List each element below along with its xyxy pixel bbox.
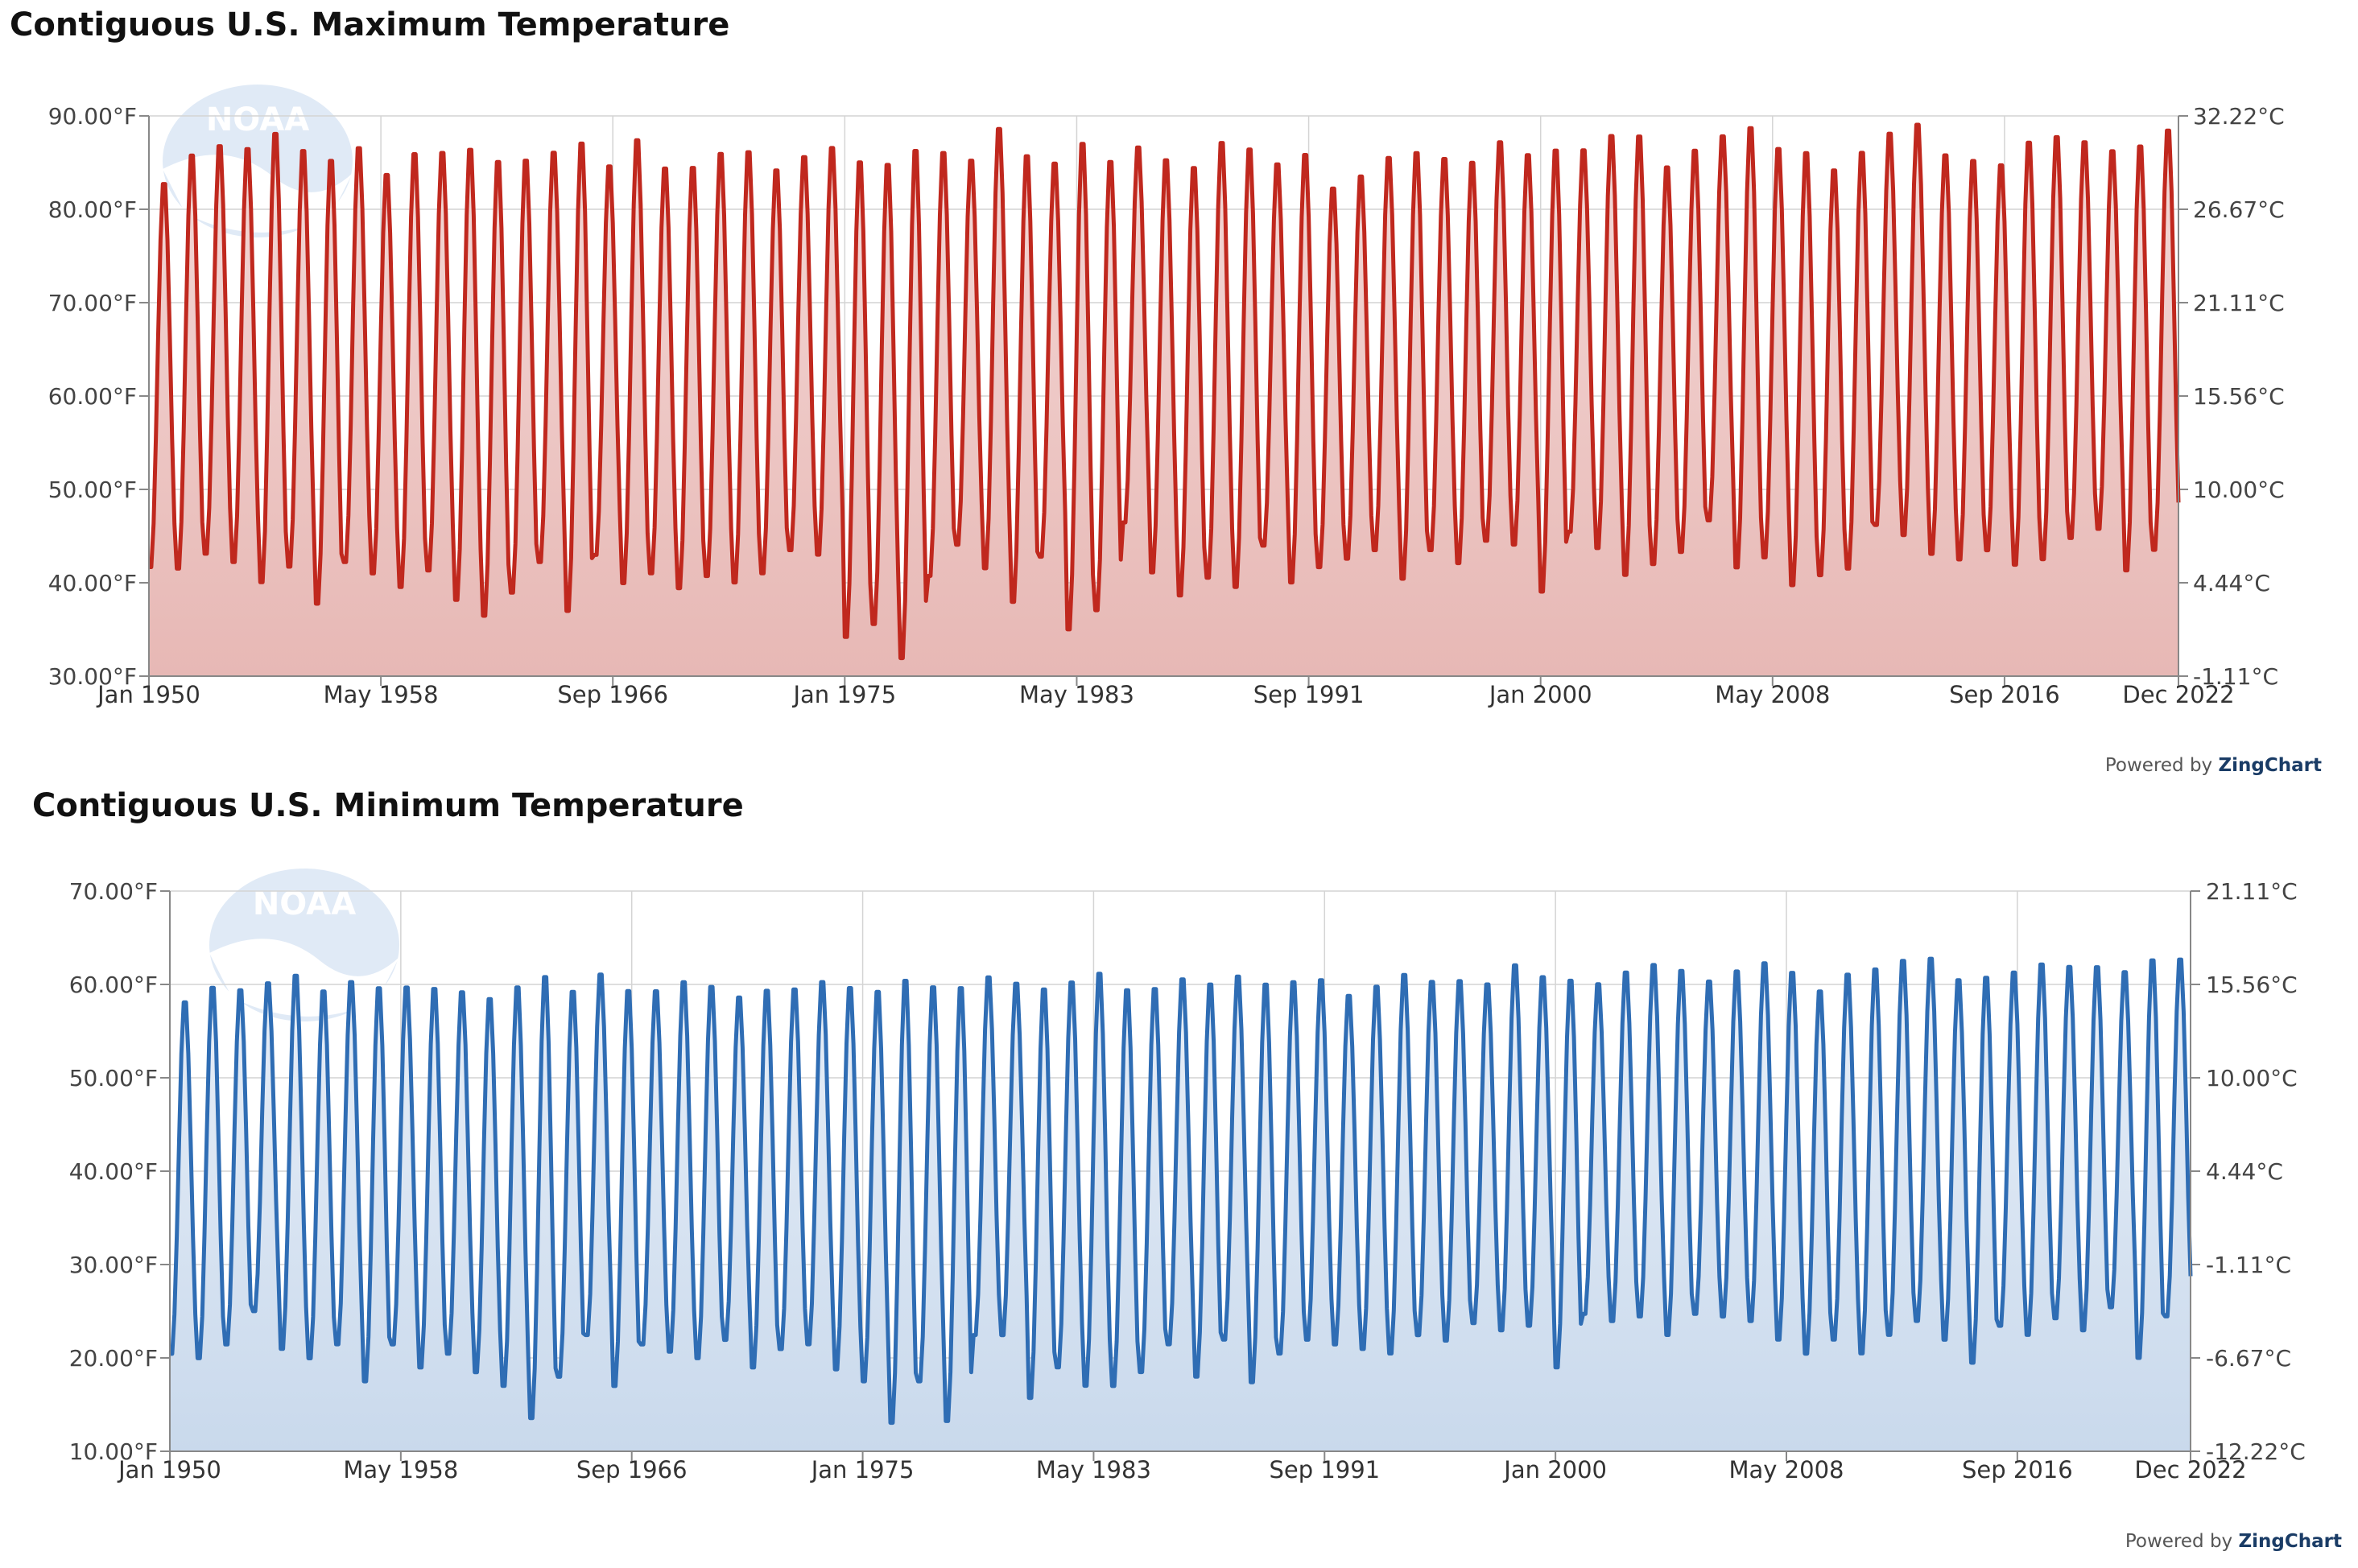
y-axis-label-left: 50.00°F — [69, 1065, 158, 1091]
y-axis-label-left: 20.00°F — [69, 1345, 158, 1372]
y-axis-label-right: 10.00°C — [2206, 1065, 2298, 1091]
y-axis-label-left: 60.00°F — [69, 972, 158, 998]
x-axis-label: Sep 1991 — [1253, 681, 1365, 708]
y-axis-label-right: 21.11°C — [2193, 290, 2285, 316]
y-axis-label-left: 40.00°F — [69, 1158, 158, 1185]
x-axis-label: Sep 2016 — [1962, 1456, 2073, 1483]
y-axis-label-left: 50.00°F — [48, 477, 137, 503]
x-axis-label: Jan 2000 — [1488, 681, 1592, 708]
max-powered-by[interactable]: Powered by ZingChart — [2105, 755, 2322, 776]
y-axis-label-right: -1.11°C — [2206, 1252, 2291, 1278]
y-axis-label-left: 80.00°F — [48, 196, 137, 223]
y-axis-label-left: 30.00°F — [48, 663, 137, 690]
min-temperature-chart: NOAA 10.00°F -12.22°C 20.00°F -6.67°C 30.00°F… — [0, 784, 2358, 1568]
min-powered-by[interactable]: Powered by ZingChart — [2125, 1531, 2342, 1552]
x-axis-label: Sep 1966 — [576, 1456, 688, 1483]
x-axis-label: Sep 1966 — [557, 681, 668, 708]
y-axis-label-right: 4.44°C — [2206, 1158, 2283, 1185]
y-axis-label-right: -12.22°C — [2206, 1438, 2306, 1465]
x-axis-label: May 2008 — [1715, 681, 1830, 708]
x-axis-label: Jan 2000 — [1502, 1456, 1607, 1483]
min-chart-title: Contiguous U.S. Minimum Temperature — [32, 787, 744, 824]
x-axis-label: Jan 1975 — [810, 1456, 915, 1483]
x-axis-label: May 1958 — [343, 1456, 458, 1483]
max-temperature-plot: NOAA 30.00°F -1.11°C 40.00°F 4.44°C 50.00°F 10… — [48, 85, 2285, 708]
y-axis-label-right: 15.56°C — [2193, 383, 2285, 410]
y-axis-label-left: 10.00°F — [69, 1438, 158, 1465]
powered-by-prefix: Powered by — [2125, 1531, 2233, 1552]
y-axis-label-left: 40.00°F — [48, 570, 137, 596]
max-chart-title: Contiguous U.S. Maximum Temperature — [10, 6, 730, 43]
x-axis-label: May 1983 — [1019, 681, 1134, 708]
x-axis-label: Dec 2022 — [2122, 681, 2234, 708]
x-axis-label: Dec 2022 — [2134, 1456, 2246, 1483]
powered-by-prefix: Powered by — [2104, 755, 2213, 776]
y-axis-label-left: 30.00°F — [69, 1252, 158, 1278]
x-axis-label: Jan 1950 — [96, 681, 200, 708]
watermark-text: NOAA — [206, 101, 309, 138]
max-temperature-chart: NOAA 30.00°F -1.11°C 40.00°F 4.44°C 50.00°F 10… — [10, 6, 2322, 776]
noaa-watermark-icon: NOAA — [163, 85, 353, 237]
y-axis-label-right: 10.00°C — [2193, 477, 2285, 503]
y-axis-label-right: 26.67°C — [2193, 196, 2285, 223]
x-axis-label: May 1958 — [324, 681, 439, 708]
zingchart-brand-link[interactable]: ZingChart — [2218, 755, 2322, 776]
y-axis-label-right: 32.22°C — [2193, 103, 2285, 130]
y-axis-label-right: 4.44°C — [2193, 570, 2270, 596]
x-axis-label: Sep 2016 — [1949, 681, 2060, 708]
y-axis-label-right: -1.11°C — [2193, 663, 2278, 690]
y-axis-label-left: 70.00°F — [48, 290, 137, 316]
x-axis-label: Jan 1950 — [117, 1456, 221, 1483]
series-line — [170, 956, 2193, 1426]
y-axis-label-left: 60.00°F — [48, 383, 137, 410]
y-axis-label-left: 90.00°F — [48, 103, 137, 130]
x-axis-label: Sep 1991 — [1269, 1456, 1380, 1483]
x-axis-label: Jan 1975 — [791, 681, 896, 708]
y-axis-label-right: -6.67°C — [2206, 1345, 2291, 1372]
y-axis-label-right: 21.11°C — [2206, 878, 2298, 905]
y-axis-label-left: 70.00°F — [69, 878, 158, 905]
x-axis-label: May 2008 — [1729, 1456, 1844, 1483]
y-axis-label-right: 15.56°C — [2206, 972, 2298, 998]
x-axis-label: May 1983 — [1036, 1456, 1151, 1483]
series-line — [149, 122, 2181, 661]
zingchart-brand-link[interactable]: ZingChart — [2238, 1531, 2342, 1552]
